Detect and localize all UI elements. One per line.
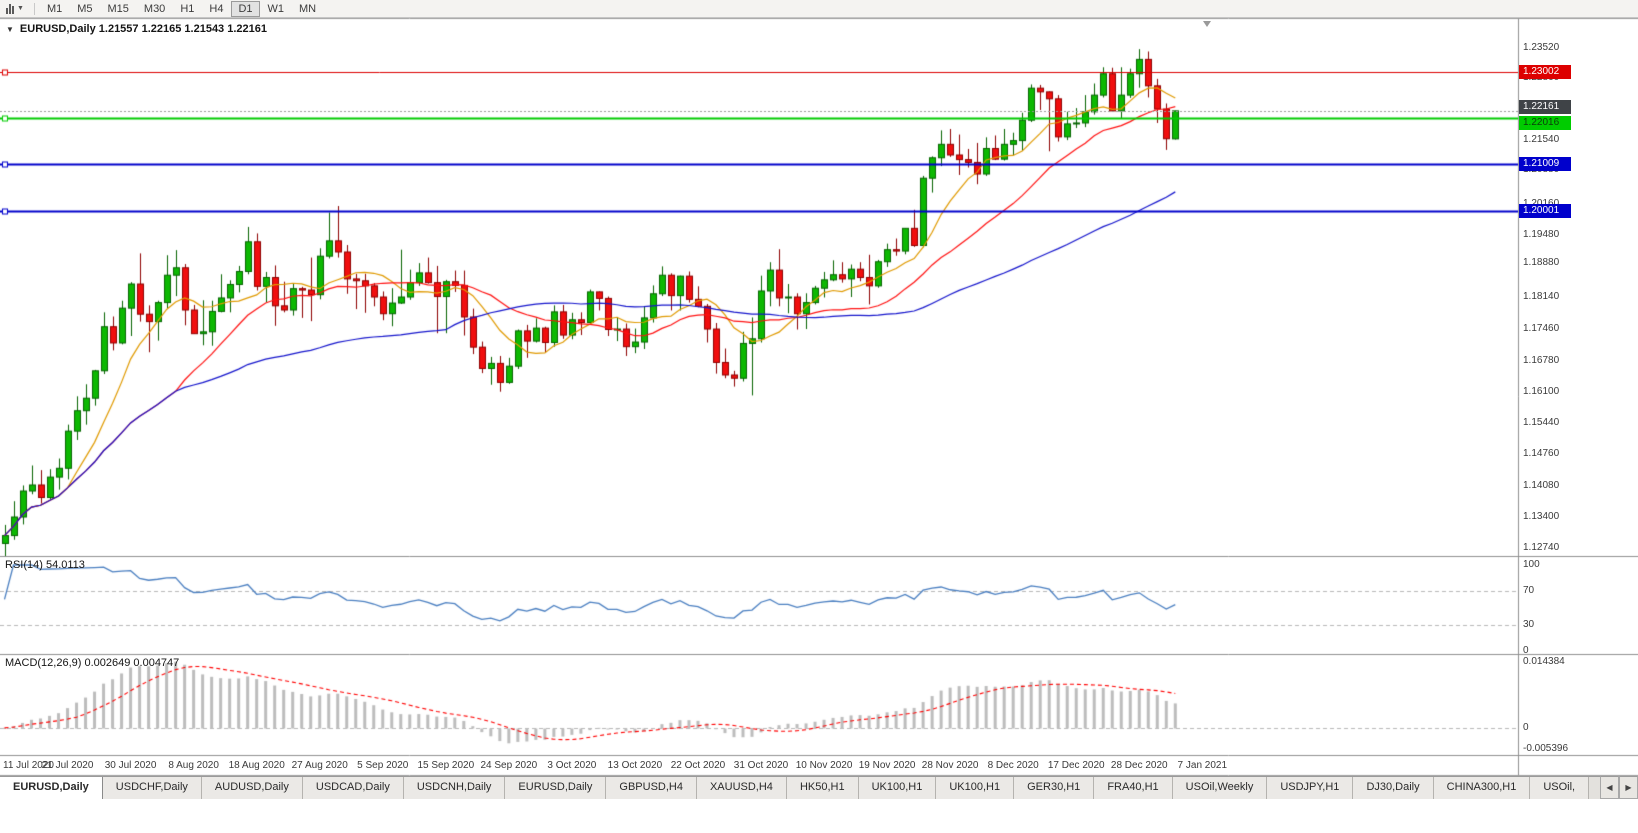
timeframe-button-m1[interactable]: M1 <box>40 1 69 17</box>
timeframe-button-d1[interactable]: D1 <box>231 0 260 17</box>
chart-tab-8-hk50-h1[interactable]: HK50,H1 <box>786 777 859 799</box>
timeframe-button-h4[interactable]: H4 <box>202 1 230 17</box>
toolbar-divider <box>33 2 35 15</box>
chart-tab-12-fra40-h1[interactable]: FRA40,H1 <box>1094 777 1173 799</box>
chart-tab-3-usdcad-daily[interactable]: USDCAD,Daily <box>302 777 404 799</box>
timeframe-button-mn[interactable]: MN <box>292 1 323 17</box>
chart-tab-6-gbpusd-h4[interactable]: GBPUSD,H4 <box>606 777 697 799</box>
candlestick-icon <box>6 3 14 14</box>
chevron-down-icon: ▼ <box>17 5 24 12</box>
timeframe-toolbar: ▼ M1 M5 M15 M30 H1 H4 D1 W1 MN <box>0 0 1638 18</box>
tab-scroll-right-button[interactable]: ▶ <box>1619 776 1638 799</box>
timeframe-button-m5[interactable]: M5 <box>70 1 99 17</box>
chart-tab-10-uk100-h1[interactable]: UK100,H1 <box>936 777 1015 799</box>
chart-type-icon[interactable]: ▼ <box>4 3 26 14</box>
chart-tab-16-china300-h1[interactable]: CHINA300,H1 <box>1433 777 1531 799</box>
chart-tab-15-dj30-daily[interactable]: DJ30,Daily <box>1353 777 1434 799</box>
timeframe-button-w1[interactable]: W1 <box>261 1 292 17</box>
chart-tab-7-xauusd-h4[interactable]: XAUUSD,H4 <box>696 777 787 799</box>
chart-tab-5-eurusd-daily[interactable]: EURUSD,Daily <box>505 777 607 799</box>
timeframe-button-m30[interactable]: M30 <box>137 1 172 17</box>
chart-tab-9-uk100-h1[interactable]: UK100,H1 <box>858 777 937 799</box>
chart-tab-17-usoil-[interactable]: USOil, <box>1530 777 1590 799</box>
chart-tab-4-usdcnh-daily[interactable]: USDCNH,Daily <box>403 777 506 799</box>
chart-tab-13-usoil-weekly[interactable]: USOil,Weekly <box>1172 777 1268 799</box>
chart-tab-2-audusd-daily[interactable]: AUDUSD,Daily <box>201 777 303 799</box>
chart-tab-1-usdchf-daily[interactable]: USDCHF,Daily <box>102 777 202 799</box>
timeframe-buttons: M1 M5 M15 M30 H1 H4 D1 W1 MN <box>40 0 323 17</box>
chart-tab-11-ger30-h1[interactable]: GER30,H1 <box>1014 777 1095 799</box>
chart-tab-0-eurusd-daily[interactable]: EURUSD,Daily <box>0 777 103 799</box>
chart-tab-14-usdjpy-h1[interactable]: USDJPY,H1 <box>1267 777 1354 799</box>
chart-tab-bar: EURUSD,Daily USDCHF,Daily AUDUSD,Daily USDC… <box>0 776 1600 799</box>
tab-scroll-buttons: ◀ ▶ <box>1600 776 1638 799</box>
timeframe-button-h1[interactable]: H1 <box>173 1 201 17</box>
timeframe-button-m15[interactable]: M15 <box>101 1 136 17</box>
tab-scroll-left-button[interactable]: ◀ <box>1600 776 1619 799</box>
